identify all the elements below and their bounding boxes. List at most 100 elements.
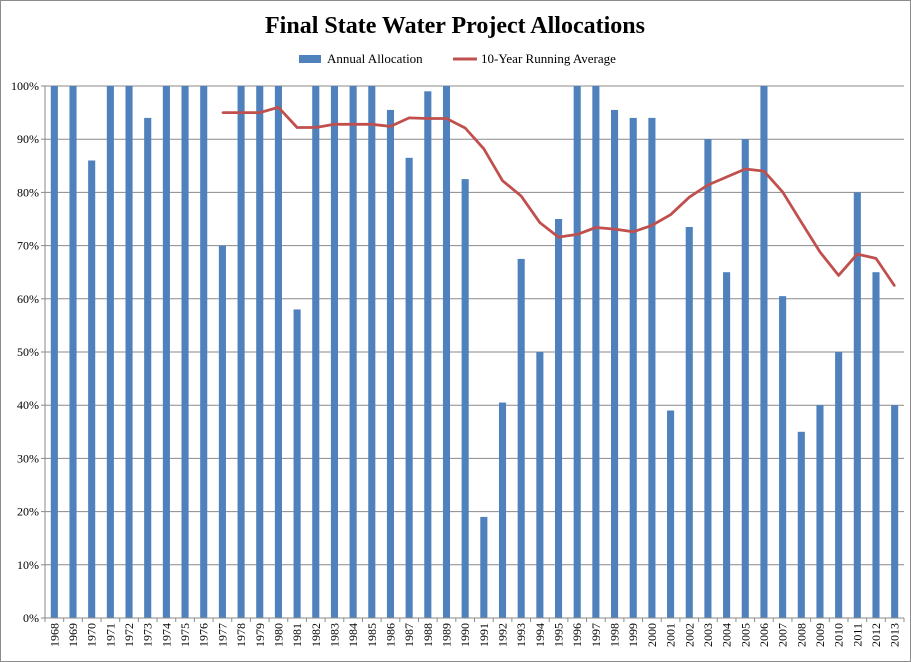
x-tick-label: 1999 <box>626 623 640 647</box>
x-tick-label: 1985 <box>365 623 379 647</box>
running-average-point-1990 <box>464 127 466 129</box>
x-tick-label: 1989 <box>439 623 453 647</box>
bar-1997 <box>592 86 600 618</box>
x-tick-label: 1979 <box>253 623 267 647</box>
x-tick-label: 1980 <box>271 623 285 647</box>
x-tick-label: 1983 <box>327 623 341 647</box>
bar-1996 <box>573 86 581 618</box>
bar-1987 <box>405 157 413 618</box>
bar-2012 <box>872 272 880 618</box>
y-tick-label: 10% <box>17 558 39 572</box>
y-tick-label: 50% <box>17 345 39 359</box>
bar-1981 <box>293 309 301 618</box>
bar-2005 <box>741 139 749 618</box>
x-tick-label: 1968 <box>47 623 61 647</box>
bar-1989 <box>442 86 451 618</box>
x-tick-label: 1984 <box>346 623 360 647</box>
y-tick-label: 60% <box>17 292 39 306</box>
running-average-point-1981 <box>296 126 298 129</box>
bar-2009 <box>816 405 824 618</box>
bar-1976 <box>200 86 208 618</box>
running-average-point-1994 <box>539 221 541 224</box>
running-average-point-2001 <box>669 213 672 216</box>
running-average-point-1985 <box>370 123 373 126</box>
bar-1993 <box>517 258 525 618</box>
bar-1968 <box>50 86 58 618</box>
running-average-point-2007 <box>781 191 784 193</box>
running-average-point-1982 <box>314 126 317 129</box>
y-tick-label: 30% <box>17 451 39 465</box>
x-tick-label: 1998 <box>608 623 622 647</box>
bar-1995 <box>554 219 563 618</box>
x-tick-label: 1978 <box>234 623 248 647</box>
running-average-point-1991 <box>483 147 485 150</box>
running-average-point-1978 <box>240 111 242 114</box>
bar-1999 <box>629 117 637 619</box>
bar-1977 <box>218 245 226 618</box>
x-tick-label: 1981 <box>290 623 304 647</box>
bar-1978 <box>237 86 245 618</box>
running-average-point-2011 <box>856 253 859 255</box>
running-average-point-1979 <box>258 111 261 114</box>
x-tick-label: 1970 <box>85 623 99 647</box>
running-average-point-1989 <box>445 117 448 120</box>
running-average-point-2012 <box>875 257 877 260</box>
running-average-point-1999 <box>632 230 635 233</box>
bar-1971 <box>106 86 114 618</box>
bar-2008 <box>797 431 805 618</box>
running-average-point-1992 <box>501 179 504 182</box>
x-tick-label: 2008 <box>794 623 808 647</box>
x-tick-label: 1971 <box>103 623 117 647</box>
bar-1979 <box>256 86 264 618</box>
bar-1998 <box>611 109 619 618</box>
bar-2001 <box>667 410 675 618</box>
x-tick-label: 2002 <box>682 623 696 647</box>
running-average-point-2002 <box>688 196 691 198</box>
bar-1984 <box>349 86 357 618</box>
x-tick-label: 1974 <box>159 623 173 647</box>
x-tick-label: 1993 <box>514 623 528 647</box>
bar-2004 <box>723 272 731 618</box>
bar-2010 <box>835 352 843 618</box>
running-average-point-1988 <box>427 117 429 120</box>
running-average-point-2008 <box>800 221 803 223</box>
running-average-point-2009 <box>819 251 821 253</box>
running-average-point-1998 <box>613 228 616 230</box>
bar-1991 <box>480 516 488 618</box>
running-average-point-1977 <box>221 111 224 114</box>
running-average-point-1980 <box>277 106 280 109</box>
y-tick-label: 80% <box>17 185 39 199</box>
bar-1973 <box>144 117 152 619</box>
x-tick-label: 2009 <box>813 623 827 647</box>
y-tick-label: 100% <box>11 79 39 93</box>
y-tick-label: 0% <box>23 611 39 625</box>
bar-2003 <box>704 139 712 618</box>
x-tick-label: 2006 <box>757 623 771 647</box>
x-tick-label: 1986 <box>383 623 397 647</box>
x-tick-label: 2013 <box>888 623 902 647</box>
running-average-point-2000 <box>651 224 653 227</box>
x-tick-label: 1994 <box>533 623 547 647</box>
running-average-point-1995 <box>557 236 560 238</box>
x-tick-label: 1991 <box>477 623 491 647</box>
legend-swatch-annual-allocation <box>299 55 321 63</box>
running-average-point-2005 <box>744 168 747 170</box>
x-tick-label: 1987 <box>402 623 416 647</box>
chart-title: Final State Water Project Allocations <box>265 13 645 39</box>
bar-1970 <box>88 160 96 619</box>
running-average-point-1993 <box>520 195 522 197</box>
x-tick-label: 1972 <box>122 623 136 647</box>
bar-1982 <box>312 86 320 618</box>
legend-label-running-average: 10-Year Running Average <box>481 51 616 66</box>
x-tick-label: 1975 <box>178 623 192 647</box>
bar-1972 <box>125 86 133 618</box>
x-tick-label: 1996 <box>570 623 584 647</box>
bar-1985 <box>368 86 376 618</box>
x-tick-label: 1977 <box>215 623 229 647</box>
bar-1986 <box>386 109 395 618</box>
bar-2000 <box>648 117 656 619</box>
line-series <box>221 105 896 287</box>
bar-1990 <box>461 179 469 618</box>
x-tick-label: 1997 <box>589 623 603 647</box>
